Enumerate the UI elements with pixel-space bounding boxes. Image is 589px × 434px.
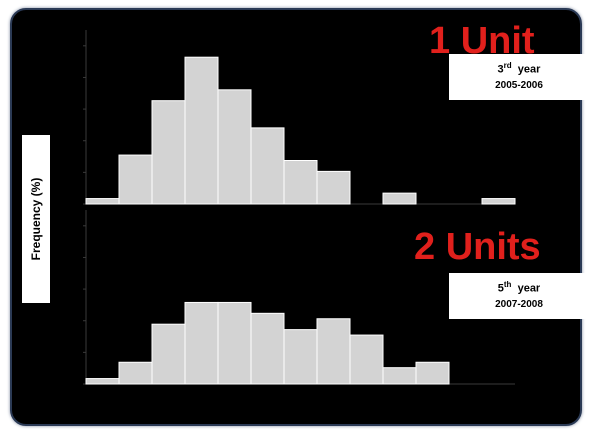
- chart-title-2-units: 2 Units: [414, 226, 541, 268]
- histogram-2-bar-3: [151, 323, 186, 385]
- year-label-1: 3rd year: [449, 61, 589, 76]
- histogram-1-bar-4: [184, 56, 219, 205]
- histogram-2-bar-9: [349, 334, 384, 385]
- histogram-1-bar-5: [217, 89, 252, 205]
- year-word-1: year: [517, 63, 541, 76]
- histogram-1-bar-8: [316, 170, 351, 205]
- chart-title-1-unit: 1 Unit: [429, 20, 535, 62]
- histogram-2-bar-2: [118, 361, 153, 385]
- year-ordinal-1: 3: [497, 63, 504, 76]
- histogram-1-bar-1: [85, 198, 120, 205]
- histogram-1-bar-6: [250, 127, 285, 205]
- y-axis-label: Frequency (%): [29, 177, 43, 261]
- year-ordinal-suffix-1: rd: [503, 61, 512, 70]
- year-ordinal-2: 5: [497, 282, 504, 295]
- year-ordinal-suffix-2: th: [503, 280, 512, 289]
- year-info-box-2: 5th year 2007-2008: [449, 273, 589, 319]
- year-word-2: year: [517, 282, 541, 295]
- y-axis-label-box: [22, 135, 50, 303]
- histogram-1-bar-10: [382, 192, 417, 205]
- histogram-1-bar-13: [481, 198, 516, 205]
- year-range-1: 2005-2006: [495, 80, 543, 91]
- histogram-2-bar-1: [85, 378, 120, 385]
- histogram-2-bar-7: [283, 329, 318, 385]
- year-range-2: 2007-2008: [495, 299, 543, 310]
- histogram-1-bar-2: [118, 154, 153, 205]
- histogram-1-bar-7: [283, 160, 318, 205]
- year-label-2: 5th year: [449, 280, 589, 295]
- histogram-2-bar-4: [184, 301, 219, 385]
- histogram-2-bar-11: [415, 361, 450, 385]
- histogram-2-bar-6: [250, 312, 285, 385]
- histogram-2-bar-5: [217, 301, 252, 385]
- histogram-2-bar-8: [316, 318, 351, 385]
- histogram-1: [83, 30, 516, 205]
- histogram-2-bar-10: [382, 367, 417, 385]
- histogram-2: [83, 210, 515, 385]
- year-info-box-1: 3rd year 2005-2006: [449, 54, 589, 100]
- histogram-1-bar-3: [151, 100, 186, 205]
